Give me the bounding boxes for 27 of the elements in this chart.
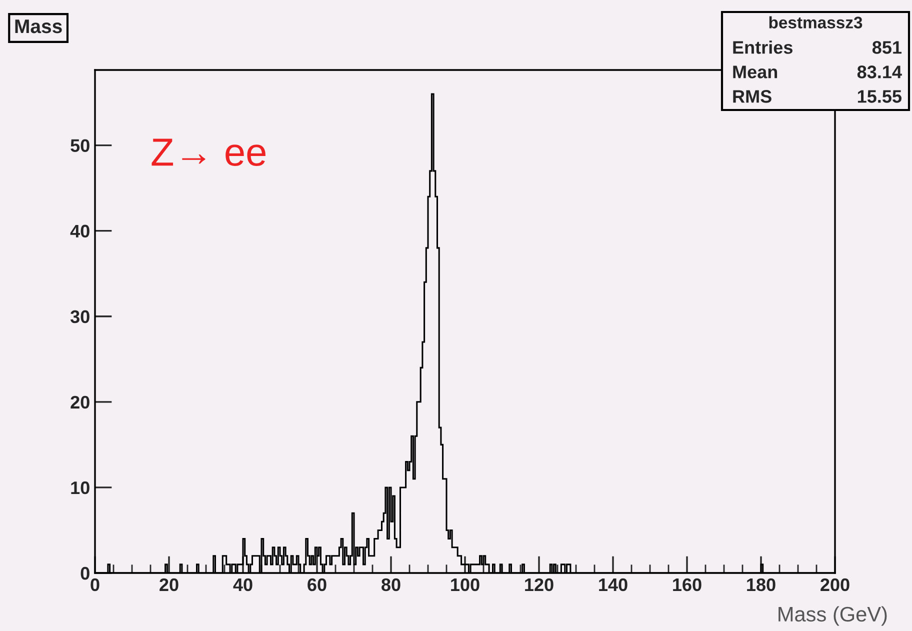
text: 15.55: [858, 90, 902, 103]
y-tick-label: 30: [70, 310, 90, 324]
x-tick-label: 80: [382, 578, 400, 592]
annotation: Z→ ee: [152, 138, 266, 166]
x-tick-label: 0: [90, 578, 100, 592]
y-tick-label: 10: [71, 481, 90, 494]
x-tick-label: 180: [747, 578, 776, 592]
y-tick-label: 0: [80, 566, 90, 580]
text: 83.14: [857, 66, 902, 78]
chart-title: Mass: [15, 20, 62, 34]
x-tick-label: 140: [599, 578, 628, 592]
annotation: RMS: [733, 90, 772, 103]
text: bestmassz3: [769, 16, 862, 28]
x-tick-label: 200: [820, 578, 850, 592]
y-tick-label: 50: [70, 139, 90, 152]
x-tick-label: 100: [451, 578, 480, 592]
y-tick-label: 20: [70, 396, 90, 409]
annotation: Mean: [733, 66, 778, 78]
text: 851: [872, 41, 902, 54]
x-axis-title: Mass (GeV): [778, 606, 887, 626]
x-tick-label: 60: [308, 578, 326, 592]
y-tick-label: 40: [70, 224, 90, 238]
text: Entries: [733, 40, 792, 54]
x-tick-label: 160: [673, 578, 702, 592]
x-tick-label: 120: [525, 578, 554, 592]
x-tick-label: 20: [160, 578, 178, 592]
x-tick-label: 40: [233, 578, 252, 592]
